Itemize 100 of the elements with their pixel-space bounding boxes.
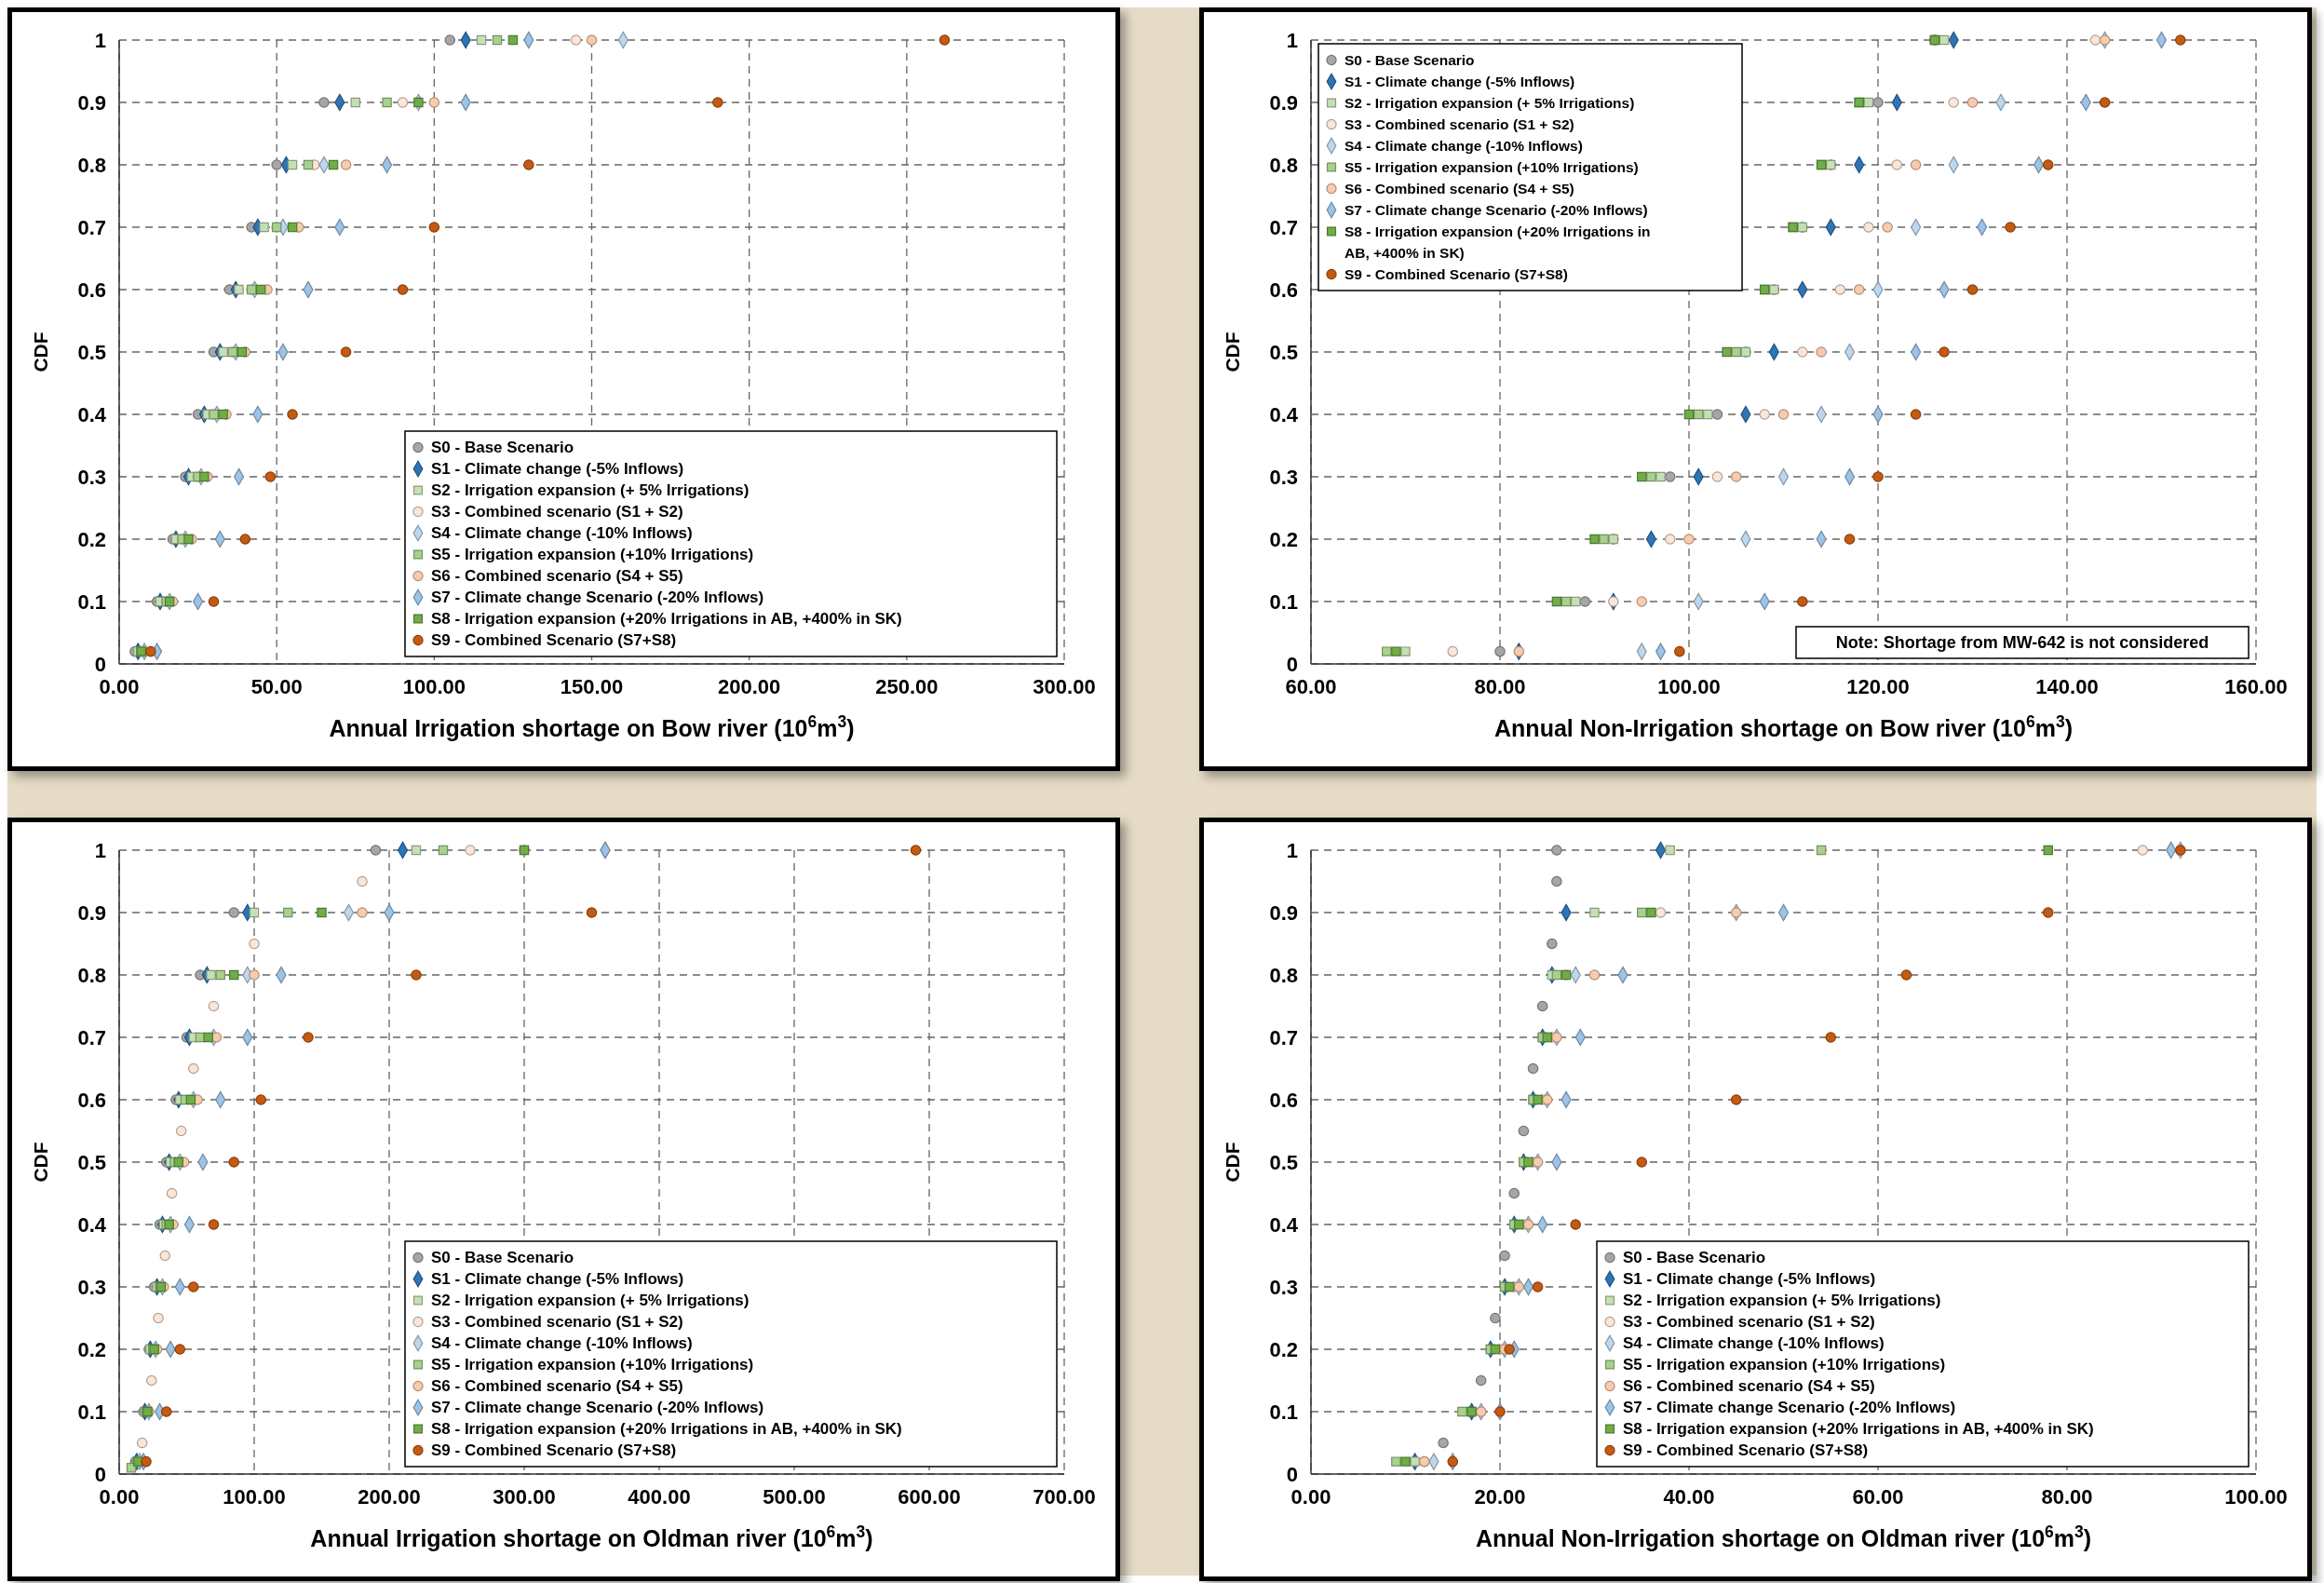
x-tick-label: 200.00 [358, 1485, 421, 1509]
legend-label: S3 - Combined scenario (S1 + S2) [431, 503, 683, 521]
y-tick-label: 0 [94, 1462, 106, 1486]
y-tick-label: 0.5 [1269, 1150, 1298, 1174]
legend-label: S8 - Irrigation expansion (+20% Irrigations in AB, +400% in SK) [431, 1420, 902, 1439]
legend-label: S5 - Irrigation expansion (+10% Irrigations) [1344, 158, 1639, 175]
y-tick-label: 0.4 [1269, 1212, 1299, 1237]
y-tick-label: 0.6 [77, 277, 106, 302]
x-tick-label: 150.00 [560, 675, 624, 698]
y-tick-label: 0.5 [77, 340, 106, 364]
legend-label: S0 - Base Scenario [1623, 1249, 1766, 1267]
y-tick-label: 0.2 [1269, 527, 1298, 551]
legend-label: S9 - Combined Scenario (S7+S8) [1623, 1441, 1869, 1460]
legend-label: S6 - Combined scenario (S4 + S5) [1623, 1377, 1875, 1396]
legend-label: S4 - Climate change (-10% Inflows) [431, 1334, 693, 1353]
y-tick-label: 0.5 [77, 1150, 106, 1174]
legend-label: S9 - Combined Scenario (S7+S8) [431, 1441, 677, 1460]
y-tick-label: 0.8 [1269, 153, 1298, 177]
y-tick-label: 0.9 [77, 90, 106, 115]
annotation: Note: Shortage from MW-642 is not considered [1835, 633, 2209, 653]
y-tick-label: 0.7 [1269, 1025, 1298, 1049]
legend-label: S6 - Combined scenario (S4 + S5) [431, 567, 683, 586]
legend-label: S7 - Climate change Scenario (-20% Inflows) [1344, 201, 1648, 218]
y-tick-label: 0.4 [77, 402, 107, 426]
x-tick-label: 100.00 [1657, 675, 1721, 698]
y-axis-title: CDF [1222, 1142, 1243, 1183]
legend-label: S2 - Irrigation expansion (+ 5% Irrigations) [431, 1292, 750, 1310]
y-tick-label: 0.1 [1269, 1400, 1298, 1424]
x-tick-label: 0.00 [99, 675, 140, 698]
legend-label: S7 - Climate change Scenario (-20% Inflows) [431, 589, 764, 607]
x-axis-title: Annual Non-Irrigation shortage on Bow river (10$^{6}$m$^{3}$) [1494, 712, 2073, 741]
legend-label: S7 - Climate change Scenario (-20% Inflows) [1623, 1399, 1956, 1417]
y-tick-label: 0.1 [77, 1400, 106, 1424]
x-tick-label: 400.00 [628, 1485, 691, 1509]
y-tick-label: 0.5 [1269, 340, 1298, 364]
y-tick-label: 0.7 [77, 1025, 106, 1049]
y-tick-label: 0 [1286, 1462, 1298, 1486]
legend-label: S4 - Climate change (-10% Inflows) [431, 524, 693, 543]
y-axis-title: CDF [30, 331, 51, 372]
y-tick-label: 0.8 [77, 153, 106, 177]
legend-label: S2 - Irrigation expansion (+ 5% Irrigations) [1623, 1292, 1941, 1310]
legend-label: S9 - Combined Scenario (S7+S8) [1344, 265, 1568, 282]
legend-label: S2 - Irrigation expansion (+ 5% Irrigations) [431, 481, 750, 500]
legend-label: S3 - Combined scenario (S1 + S2) [1344, 115, 1574, 132]
x-tick-label: 200.00 [718, 675, 781, 698]
x-tick-label: 250.00 [875, 675, 939, 698]
x-tick-label: 0.00 [1290, 1485, 1331, 1509]
y-tick-label: 0.9 [1269, 90, 1298, 115]
y-tick-label: 0 [1286, 652, 1298, 676]
x-axis-title: Annual Non-Irrigation shortage on Oldman river (10$^{6}$m$^{3}$) [1475, 1522, 2092, 1551]
y-tick-label: 0.7 [1269, 215, 1298, 239]
x-tick-label: 120.00 [1846, 675, 1910, 698]
x-tick-label: 100.00 [223, 1485, 286, 1509]
x-tick-label: 50.00 [250, 675, 303, 698]
y-tick-label: 0.2 [77, 1337, 106, 1361]
x-tick-label: 20.00 [1474, 1485, 1526, 1509]
x-tick-label: 500.00 [763, 1485, 826, 1509]
legend-label: S0 - Base Scenario [1344, 51, 1475, 68]
y-tick-label: 0.3 [77, 465, 106, 489]
x-axis-title: Annual Irrigation shortage on Bow river (10$^{6}$m$^{3}$) [329, 712, 855, 741]
legend-label: S9 - Combined Scenario (S7+S8) [431, 631, 677, 650]
legend-label: S1 - Climate change (-5% Inflows) [431, 1270, 684, 1289]
x-axis-title: Annual Irrigation shortage on Oldman river (10$^{6}$m$^{3}$) [310, 1522, 873, 1551]
y-tick-label: 1 [94, 28, 106, 52]
y-tick-label: 1 [94, 838, 106, 862]
legend-label: S5 - Irrigation expansion (+10% Irrigations) [431, 546, 754, 564]
legend-label: S8 - Irrigation expansion (+20% Irrigations in AB, +400% in SK) [1623, 1420, 2094, 1439]
y-tick-label: 0.6 [77, 1088, 106, 1112]
x-tick-label: 60.00 [1852, 1485, 1904, 1509]
legend-label: S4 - Climate change (-10% Inflows) [1623, 1334, 1885, 1353]
legend-label: S0 - Base Scenario [431, 1249, 574, 1267]
x-tick-label: 100.00 [2224, 1485, 2288, 1509]
y-tick-label: 0.9 [1269, 900, 1298, 925]
x-tick-label: 600.00 [898, 1485, 961, 1509]
y-axis-title: CDF [1222, 331, 1243, 372]
legend-label: S1 - Climate change (-5% Inflows) [431, 460, 684, 479]
legend-label: S5 - Irrigation expansion (+10% Irrigations) [431, 1356, 754, 1374]
y-tick-label: 0.3 [77, 1275, 106, 1299]
legend-label: S7 - Climate change Scenario (-20% Inflows) [431, 1399, 764, 1417]
y-tick-label: 0.1 [77, 589, 106, 614]
x-tick-label: 80.00 [2041, 1485, 2093, 1509]
legend-label: S3 - Combined scenario (S1 + S2) [1623, 1313, 1875, 1332]
y-tick-label: 0.6 [1269, 277, 1298, 302]
y-tick-label: 0.8 [1269, 963, 1298, 987]
legend-label: S8 - Irrigation expansion (+20% Irrigations in AB, +400% in SK) [431, 610, 902, 629]
legend-label: S0 - Base Scenario [431, 439, 574, 457]
y-tick-label: 0.7 [77, 215, 106, 239]
legend-label: S1 - Climate change (-5% Inflows) [1623, 1270, 1876, 1289]
y-tick-label: 0.3 [1269, 465, 1298, 489]
y-tick-label: 0.9 [77, 900, 106, 925]
legend-label: S1 - Climate change (-5% Inflows) [1344, 73, 1575, 89]
x-tick-label: 140.00 [2035, 675, 2099, 698]
y-tick-label: 1 [1286, 28, 1298, 52]
x-tick-label: 300.00 [1033, 675, 1096, 698]
legend-label: S3 - Combined scenario (S1 + S2) [431, 1313, 683, 1332]
y-tick-label: 0.6 [1269, 1088, 1298, 1112]
legend-label: S4 - Climate change (-10% Inflows) [1344, 137, 1583, 154]
y-tick-label: 0.4 [1269, 402, 1299, 426]
x-tick-label: 700.00 [1033, 1485, 1096, 1509]
x-tick-label: 80.00 [1474, 675, 1526, 698]
